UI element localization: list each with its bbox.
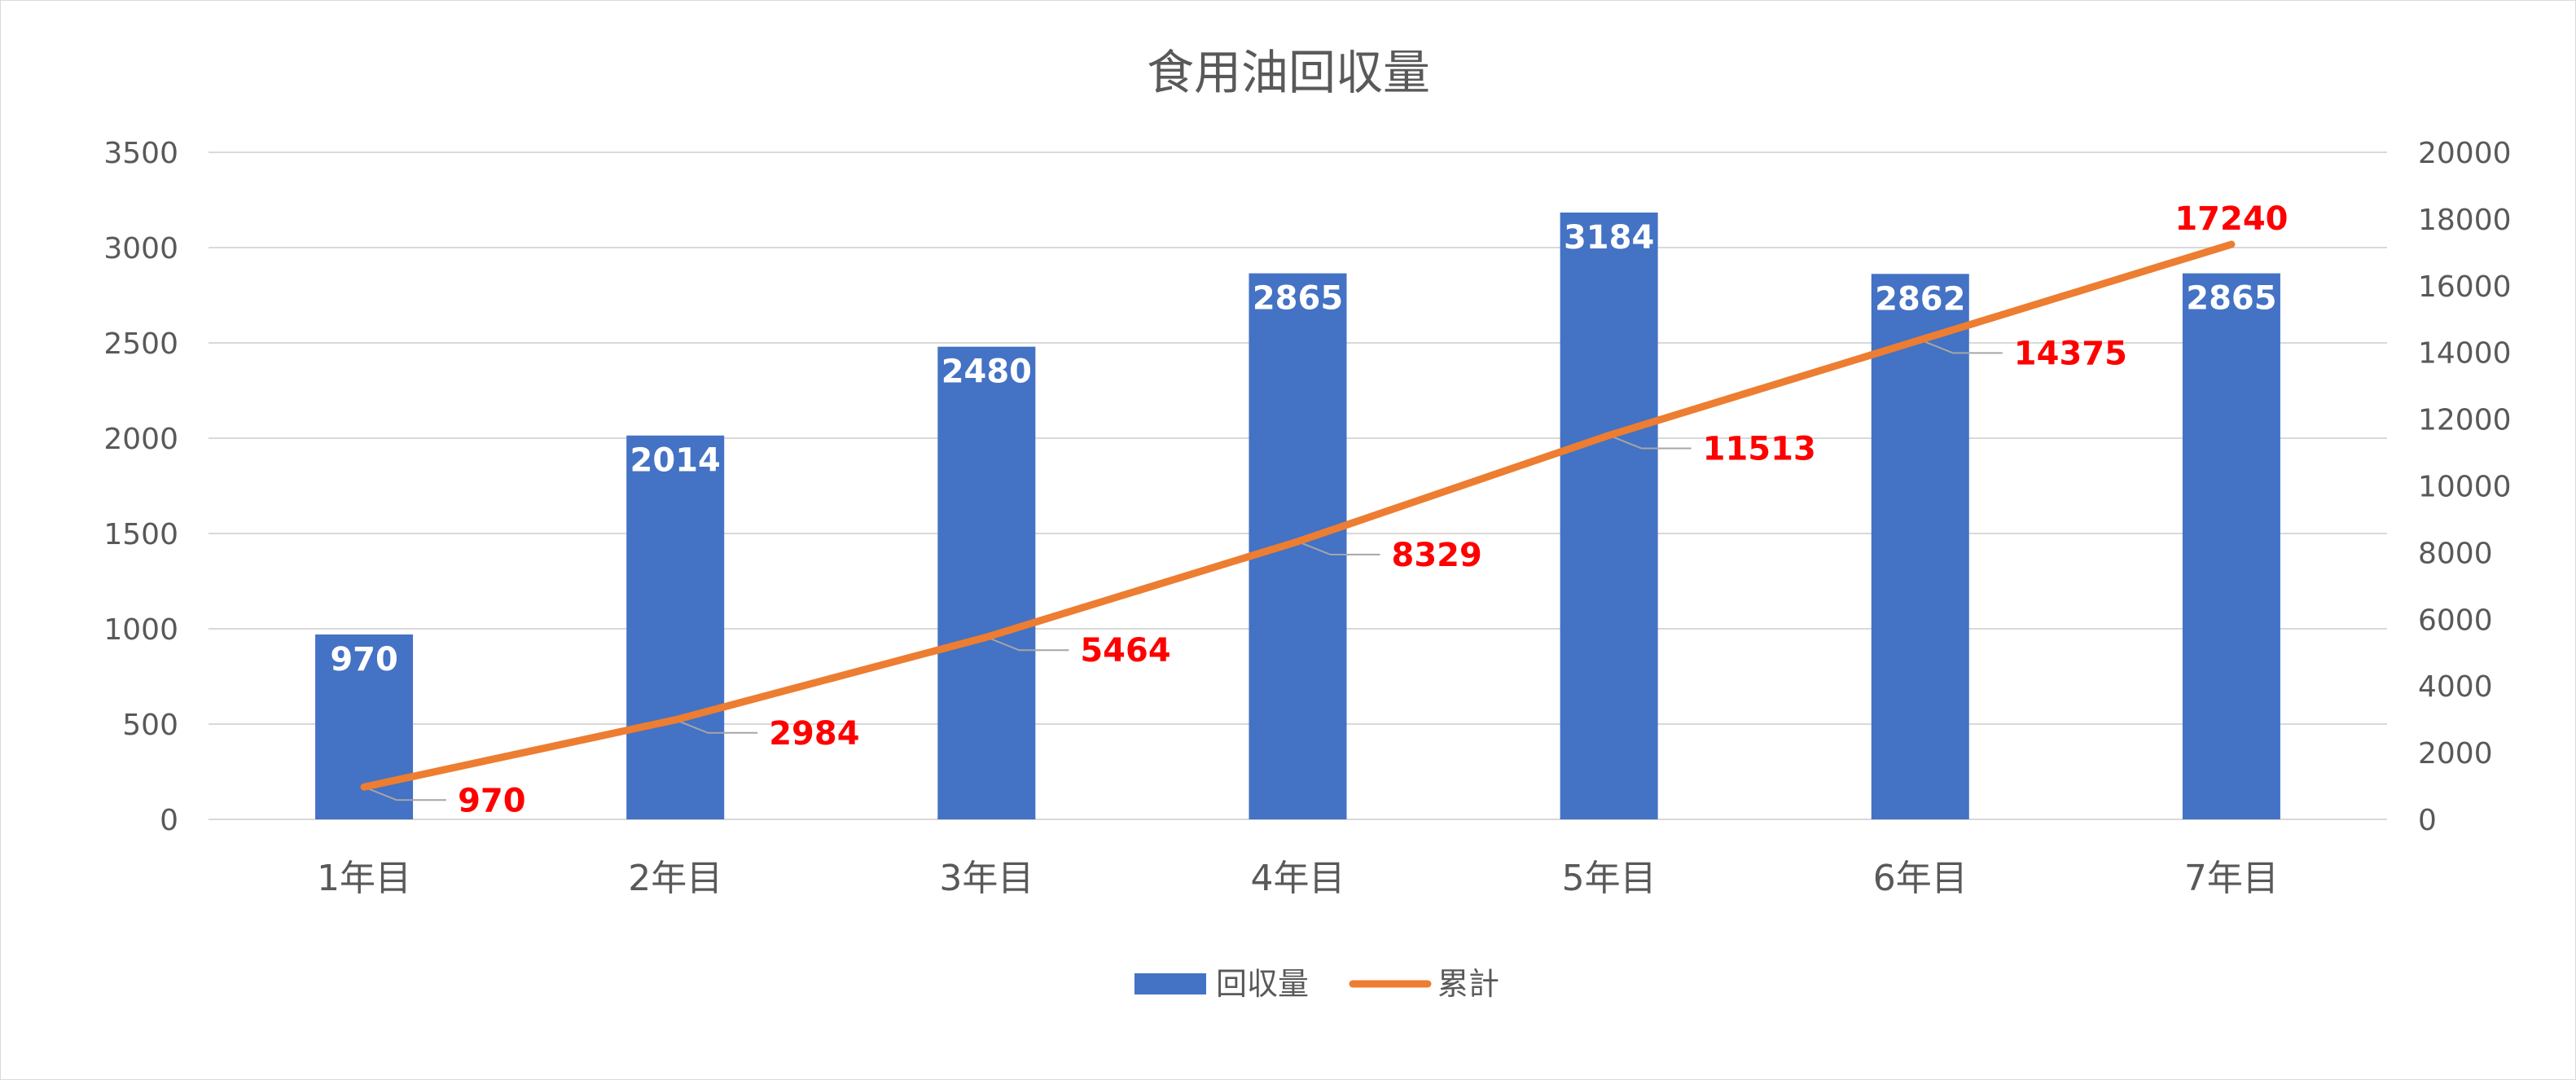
bar-value-label: 2865 [1253,280,1343,318]
right-tick-label: 4000 [2418,670,2493,704]
leader-line [1608,434,1692,450]
bar-value-label: 2865 [2186,280,2276,318]
left-tick-label: 2500 [103,327,178,361]
bar-value-label: 2480 [941,353,1032,391]
left-tick-label: 0 [160,804,178,837]
line-value-label: 8329 [1392,537,1482,574]
right-tick-label: 12000 [2418,404,2512,437]
category-label: 4年目 [1251,858,1345,899]
bar-value-label: 3184 [1564,219,1654,257]
legend-label-line: 累計 [1437,966,1499,1002]
bar-value-label: 970 [330,641,398,678]
bar [1560,212,1658,820]
bar [937,346,1036,819]
cumulative-line-path [360,240,2236,791]
leader-line [1297,540,1380,555]
left-tick-label: 500 [122,709,178,742]
left-tick-label: 1500 [103,518,178,551]
leader-line [1920,339,2003,354]
category-axis-labels: 1年目 2年目 3年目 4年目 5年目 6年目 7年目 [317,858,2279,899]
bar [1249,273,1347,820]
bar-value-label: 2862 [1875,280,1965,318]
line-value-label: 14375 [2014,335,2127,372]
line-value-label: 17240 [2174,200,2288,238]
bars [315,212,2280,820]
line-value-label: 5464 [1080,632,1170,670]
right-tick-label: 8000 [2418,537,2493,570]
line-labels: 970 2984 5464 8329 11513 14375 17240 [458,200,2288,819]
chart-title: 食用油回収量 [1147,45,1430,100]
right-axis-ticks: 0 2000 4000 6000 8000 10000 12000 14000 16000 180… [2418,137,2512,837]
right-tick-label: 18000 [2418,204,2512,237]
left-axis-ticks: 0 500 1000 1500 2000 2500 3000 3500 [103,137,178,837]
category-label: 6年目 [1873,858,1968,899]
cumulative-line [360,240,2236,791]
left-tick-label: 3000 [103,232,178,266]
right-tick-label: 0 [2418,804,2437,837]
line-value-label: 11513 [1703,431,1816,468]
leader-lines [363,339,2003,801]
category-label: 2年目 [628,858,722,899]
bar [626,435,725,819]
leader-line [363,786,447,801]
leader-line [674,718,758,734]
leader-line [985,636,1069,652]
category-label: 7年目 [2184,858,2279,899]
right-tick-label: 10000 [2418,471,2512,504]
legend: 回収量 累計 [1134,966,1499,1002]
right-tick-label: 6000 [2418,604,2493,637]
legend-label-bar: 回収量 [1216,966,1309,1002]
right-tick-label: 20000 [2418,137,2512,170]
right-tick-label: 16000 [2418,270,2512,304]
left-tick-label: 3500 [103,137,178,170]
bar-labels: 970 2014 2480 2865 3184 2862 2865 [330,219,2276,678]
line-value-label: 970 [458,782,526,819]
bar [2182,273,2280,820]
line-value-label: 2984 [769,715,859,753]
right-tick-label: 2000 [2418,737,2493,770]
right-tick-label: 14000 [2418,337,2512,371]
legend-swatch-bar [1134,973,1206,994]
bar [1871,274,1969,819]
category-label: 3年目 [939,858,1033,899]
category-label: 1年目 [317,858,411,899]
left-tick-label: 2000 [103,423,178,456]
bar-value-label: 2014 [630,442,721,480]
left-tick-label: 1000 [103,613,178,647]
category-label: 5年目 [1562,858,1657,899]
